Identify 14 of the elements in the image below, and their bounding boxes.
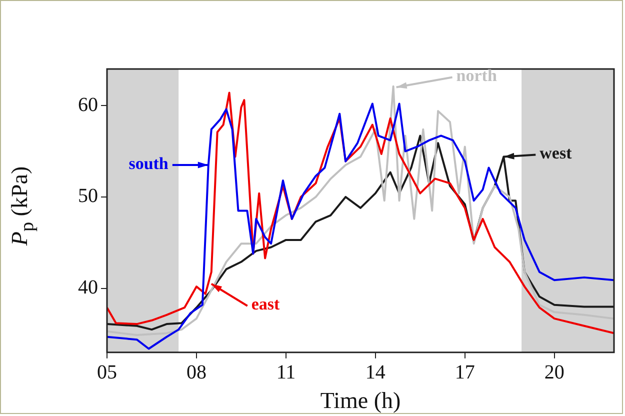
annotation: north [456, 66, 498, 86]
y-tick-label: 40 [78, 276, 98, 299]
x-tick-label: 05 [97, 362, 117, 384]
x-tick-label: 20 [544, 362, 564, 384]
y-tick-label: 50 [78, 185, 98, 208]
x-axis-title: Time (h) [320, 388, 401, 414]
x-tick-label: 11 [276, 362, 296, 384]
y-tick-label: 60 [78, 94, 98, 116]
annotation: south [128, 154, 169, 173]
x-tick-label: 14 [365, 362, 386, 384]
annotation: east [251, 294, 280, 314]
x-tick-label: 17 [454, 362, 475, 384]
x-tick-label: 08 [186, 362, 206, 384]
annotation: west [540, 144, 572, 163]
